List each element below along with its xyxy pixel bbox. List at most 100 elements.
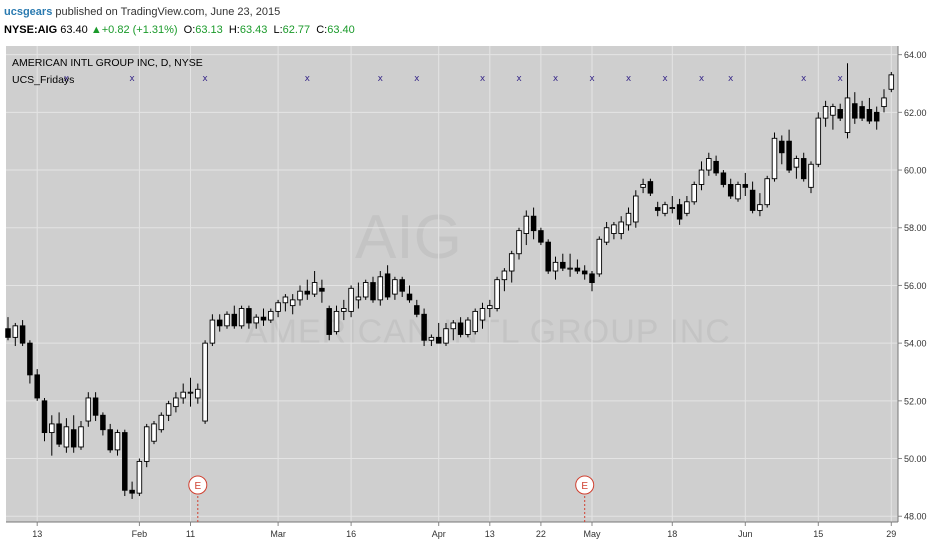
- friday-marker: x: [378, 74, 384, 84]
- candle-body: [888, 74, 895, 90]
- candle-body: [231, 313, 238, 327]
- publish-line: ucsgears published on TradingView.com, J…: [4, 6, 280, 18]
- candle-body: [516, 230, 522, 255]
- candle-body: [618, 221, 624, 234]
- candle-body: [421, 313, 427, 341]
- high-value: 63.43: [239, 24, 268, 36]
- x-tick-label: Feb: [132, 529, 148, 539]
- candle-body: [165, 403, 172, 416]
- candle-body: [122, 432, 128, 491]
- candle-body: [216, 319, 223, 327]
- candle-body: [830, 106, 836, 116]
- candle-body: [720, 172, 727, 185]
- friday-marker: x: [414, 74, 420, 84]
- earnings-label: E: [581, 481, 588, 492]
- candle-body: [859, 106, 865, 119]
- candle-body: [611, 224, 617, 234]
- candle-body: [647, 181, 654, 194]
- candle-body: [41, 400, 48, 434]
- last-price: 63.40: [60, 24, 88, 36]
- candle-body: [779, 140, 785, 154]
- candle-body: [749, 189, 756, 211]
- x-tick-label: 15: [813, 529, 823, 539]
- candle-body: [574, 267, 581, 272]
- author-link[interactable]: ucsgears: [4, 6, 53, 18]
- candle-body: [852, 103, 858, 119]
- y-tick-label: 64.00: [904, 50, 927, 60]
- earnings-badge: [188, 475, 208, 495]
- friday-marker: x: [516, 74, 522, 84]
- candle-body: [706, 158, 712, 171]
- candle-body: [523, 215, 530, 234]
- candle-body: [246, 308, 252, 324]
- y-tick-label: 58.00: [904, 223, 927, 233]
- friday-marker: x: [305, 74, 311, 84]
- y-tick-label: 50.00: [904, 454, 927, 464]
- candle-body: [866, 109, 873, 122]
- candle-body: [406, 293, 413, 301]
- candle-body: [319, 287, 325, 292]
- candle-body: [764, 178, 770, 206]
- candle-body: [253, 316, 259, 324]
- candle-body: [487, 305, 493, 309]
- friday-marker: x: [838, 74, 844, 84]
- friday-marker: x: [699, 74, 705, 84]
- candle-body: [633, 195, 639, 223]
- candle-body: [341, 308, 347, 312]
- candle-body: [333, 310, 340, 333]
- candle-body: [596, 238, 603, 275]
- candle-body: [654, 207, 661, 211]
- x-tick-label: Jun: [738, 529, 753, 539]
- indicator-label[interactable]: UCS_Fridays: [12, 74, 75, 86]
- friday-marker: x: [662, 74, 668, 84]
- earnings-badge: [575, 475, 595, 495]
- candle-body: [384, 273, 391, 298]
- candle-body: [494, 279, 500, 309]
- candle-body: [297, 290, 303, 301]
- y-tick-label: 60.00: [904, 166, 927, 176]
- up-arrow-icon: ▲: [90, 24, 102, 36]
- candle-body: [399, 279, 405, 292]
- friday-marker: x: [626, 74, 632, 84]
- candle-body: [377, 276, 384, 301]
- candle-body: [238, 308, 245, 327]
- quote-line: NYSE:AIG 63.40 ▲+0.82 (+1.31%) O:63.13 H…: [4, 24, 355, 36]
- x-tick-label: 29: [886, 529, 896, 539]
- candle-body: [508, 253, 515, 272]
- candle-body: [224, 313, 230, 327]
- close-label: C:: [316, 24, 328, 36]
- candle-body: [713, 160, 719, 174]
- candle-body: [822, 106, 829, 119]
- candle-body: [187, 391, 194, 394]
- y-tick-label: 48.00: [904, 512, 927, 522]
- friday-marker: x: [64, 74, 70, 84]
- x-tick-label: 13: [485, 529, 495, 539]
- candle-body: [70, 429, 77, 448]
- x-tick-label: 16: [346, 529, 356, 539]
- candle-body: [78, 426, 84, 448]
- x-tick-label: Apr: [432, 529, 446, 539]
- candle-body: [107, 429, 113, 451]
- y-tick-label: 52.00: [904, 396, 927, 406]
- candle-body: [49, 423, 55, 434]
- candle-body: [603, 227, 610, 243]
- candle-body: [136, 460, 143, 494]
- watermark-ticker: AIG: [355, 203, 462, 272]
- low-label: L:: [273, 24, 283, 36]
- candle-body: [282, 296, 289, 304]
- earnings-label: E: [194, 481, 201, 492]
- candle-body: [92, 397, 99, 416]
- high-label: H:: [228, 24, 240, 36]
- chart-pane-background[interactable]: [6, 46, 898, 522]
- friday-marker: x: [553, 74, 559, 84]
- x-tick-label: 11: [186, 529, 195, 539]
- candle-body: [12, 325, 19, 338]
- open-value: 63.13: [195, 24, 223, 36]
- candle-body: [392, 279, 398, 295]
- candle-body: [538, 230, 544, 243]
- candle-body: [362, 282, 369, 298]
- candle-body: [143, 426, 150, 462]
- y-tick-label: 62.00: [904, 108, 927, 118]
- candle-body: [195, 388, 201, 399]
